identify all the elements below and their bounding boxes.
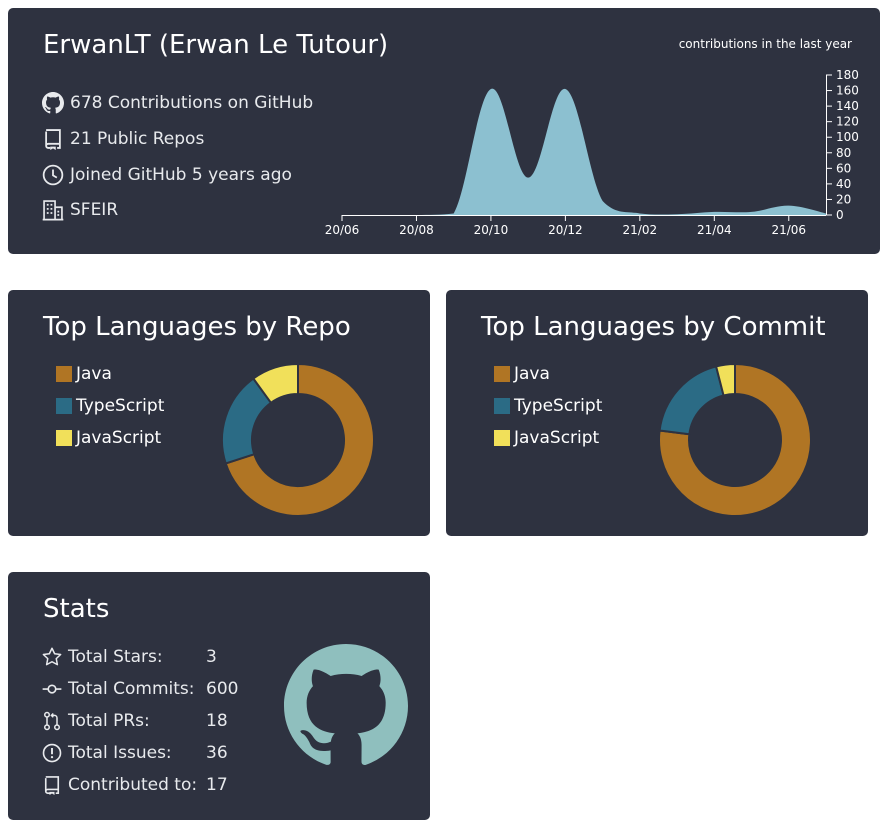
building-icon: [42, 200, 64, 221]
profile-card: ErwanLT (Erwan Le Tutour) 678 Contributi…: [8, 8, 880, 254]
legend-label: Java: [76, 364, 112, 384]
legend-label: TypeScript: [514, 396, 603, 416]
y-tick-label: 120: [836, 115, 859, 129]
donut-slice-typescript: [658, 365, 725, 436]
repo-languages-legend: Java TypeScript JavaScript: [56, 358, 164, 454]
legend-item-javascript: JavaScript: [56, 422, 164, 454]
y-tick-label: 60: [836, 161, 851, 175]
y-tick-label: 140: [836, 99, 859, 113]
y-tick-label: 100: [836, 130, 859, 144]
pull-request-icon: [44, 711, 60, 731]
commit-languages-legend: Java TypeScript JavaScript: [494, 358, 602, 454]
java-swatch: [56, 366, 72, 382]
stat-value: 3: [206, 647, 217, 667]
donut-slice-javascript: [251, 362, 299, 405]
clock-icon: [42, 164, 64, 186]
legend-item-javascript: JavaScript: [494, 422, 602, 454]
profile-title: ErwanLT (Erwan Le Tutour): [43, 30, 389, 60]
stat-row-prs: Total PRs: 18: [42, 709, 228, 733]
legend-label: JavaScript: [76, 428, 162, 448]
contribution-area: [342, 88, 826, 215]
y-tick-label: 160: [836, 84, 859, 98]
x-tick-label: 21/04: [697, 223, 732, 237]
stat-value: 36: [206, 743, 228, 763]
y-tick-label: 0: [836, 208, 844, 222]
java-swatch: [494, 366, 510, 382]
contributions-row: 678 Contributions on GitHub: [42, 92, 313, 114]
stat-row-issues: Total Issues: 36: [42, 741, 228, 765]
contribution-chart: 20/06 20/08 20/10 20/12 21/02 21/04 21/06 180 16…: [325, 68, 859, 237]
stat-row-stars: Total Stars: 3: [42, 645, 217, 669]
stat-label: Total Stars:: [68, 647, 163, 667]
stats-title: Stats: [43, 594, 110, 624]
repos-row: 21 Public Repos: [42, 128, 204, 150]
repos-text: 21 Public Repos: [70, 129, 205, 149]
legend-item-java: Java: [494, 358, 602, 390]
repo-icon: [44, 776, 60, 795]
repo-languages-card: Top Languages by Repo Java TypeScript Ja…: [8, 290, 430, 536]
x-tick-label: 20/10: [474, 223, 509, 237]
stat-value: 17: [206, 775, 228, 795]
repo-languages-donut: [221, 362, 375, 517]
x-tick-label: 21/06: [771, 223, 806, 237]
repo-languages-title: Top Languages by Repo: [43, 312, 351, 342]
star-icon: [42, 647, 62, 666]
x-tick-label: 20/08: [399, 223, 434, 237]
commit-languages-donut: [658, 362, 812, 517]
joined-row: Joined GitHub 5 years ago: [42, 164, 292, 186]
contribution-chart-title: contributions in the last year: [678, 37, 852, 51]
legend-item-typescript: TypeScript: [494, 390, 602, 422]
y-tick-label: 180: [836, 68, 859, 82]
legend-label: JavaScript: [514, 428, 600, 448]
javascript-swatch: [56, 430, 72, 446]
contributions-text: 678 Contributions on GitHub: [70, 93, 314, 113]
commit-languages-title: Top Languages by Commit: [481, 312, 826, 342]
y-tick-label: 80: [836, 146, 851, 160]
stats-card: Stats Total Stars: 3 Total Commits: 600 …: [8, 572, 430, 820]
stat-label: Contributed to:: [68, 775, 198, 795]
legend-item-typescript: TypeScript: [56, 390, 164, 422]
donut-slice-javascript: [714, 362, 736, 397]
issue-icon: [42, 743, 62, 763]
donut-slice-java: [658, 362, 812, 517]
github-icon: [42, 92, 64, 114]
typescript-swatch: [56, 398, 72, 414]
stat-row-commits: Total Commits: 600: [42, 677, 238, 701]
y-tick-label: 40: [836, 177, 851, 191]
stat-label: Total Commits:: [68, 679, 195, 699]
donut-slice-java: [224, 362, 375, 517]
company-row: SFEIR: [42, 199, 118, 221]
y-tick-label: 20: [836, 192, 851, 206]
github-logo-icon: [284, 644, 408, 765]
stat-label: Total Issues:: [68, 743, 172, 763]
repo-icon: [45, 129, 61, 150]
javascript-swatch: [494, 430, 510, 446]
stat-value: 18: [206, 711, 228, 731]
commit-icon: [42, 684, 62, 694]
x-tick-label: 20/12: [548, 223, 583, 237]
stat-row-contributed: Contributed to: 17: [42, 773, 228, 797]
commit-languages-card: Top Languages by Commit Java TypeScript …: [446, 290, 868, 536]
x-tick-label: 21/02: [623, 223, 658, 237]
stat-value: 600: [206, 679, 239, 699]
joined-text: Joined GitHub 5 years ago: [70, 165, 292, 185]
stat-label: Total PRs:: [68, 711, 150, 731]
legend-label: Java: [514, 364, 550, 384]
legend-label: TypeScript: [76, 396, 165, 416]
typescript-swatch: [494, 398, 510, 414]
x-tick-label: 20/06: [325, 223, 360, 237]
legend-item-java: Java: [56, 358, 164, 390]
company-text: SFEIR: [70, 200, 119, 220]
